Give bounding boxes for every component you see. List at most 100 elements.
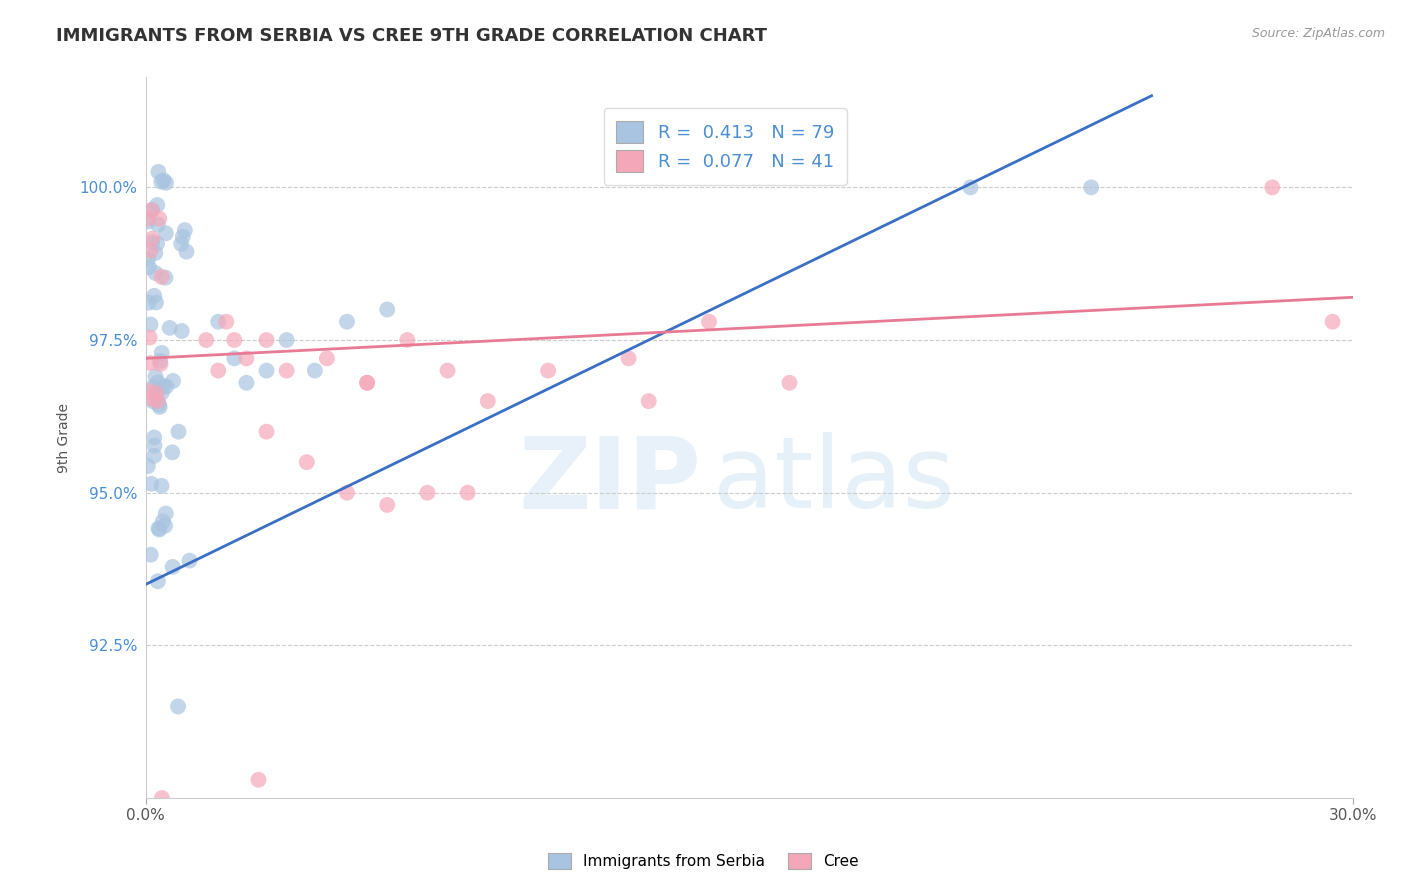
Point — [141, 476, 163, 491]
Point — [143, 246, 166, 260]
Point — [142, 392, 165, 407]
Point — [173, 223, 195, 237]
Point — [146, 236, 169, 251]
Legend: Immigrants from Serbia, Cree: Immigrants from Serbia, Cree — [541, 847, 865, 875]
Point — [697, 315, 720, 329]
Point — [356, 376, 378, 390]
Point — [167, 699, 190, 714]
Point — [145, 295, 167, 310]
Point — [477, 394, 499, 409]
Point — [315, 351, 337, 366]
Point — [617, 351, 640, 366]
Point — [143, 289, 166, 303]
Point — [176, 244, 198, 259]
Point — [143, 430, 166, 444]
Point — [141, 202, 163, 217]
Legend: R =  0.413   N = 79, R =  0.077   N = 41: R = 0.413 N = 79, R = 0.077 N = 41 — [603, 108, 846, 185]
Point — [148, 165, 170, 179]
Point — [153, 518, 176, 533]
Point — [136, 252, 159, 267]
Point — [152, 379, 174, 393]
Point — [637, 394, 659, 409]
Point — [149, 357, 172, 371]
Point — [149, 400, 172, 414]
Point — [224, 351, 246, 366]
Point — [247, 772, 270, 787]
Point — [152, 173, 174, 187]
Point — [235, 351, 257, 366]
Text: Source: ZipAtlas.com: Source: ZipAtlas.com — [1251, 27, 1385, 40]
Point — [1261, 180, 1284, 194]
Point — [195, 333, 218, 347]
Point — [537, 363, 560, 377]
Point — [146, 376, 169, 390]
Point — [142, 394, 165, 409]
Text: atlas: atlas — [713, 433, 955, 530]
Text: ZIP: ZIP — [519, 433, 702, 530]
Point — [207, 315, 229, 329]
Point — [136, 214, 159, 228]
Point — [150, 175, 173, 189]
Point — [336, 485, 359, 500]
Point — [150, 479, 173, 493]
Point — [141, 203, 163, 218]
Point — [155, 176, 177, 190]
Point — [150, 385, 173, 400]
Point — [138, 330, 160, 344]
Y-axis label: 9th Grade: 9th Grade — [58, 403, 72, 473]
Point — [155, 379, 177, 393]
Point — [148, 521, 170, 535]
Point — [207, 363, 229, 377]
Text: IMMIGRANTS FROM SERBIA VS CREE 9TH GRADE CORRELATION CHART: IMMIGRANTS FROM SERBIA VS CREE 9TH GRADE… — [56, 27, 768, 45]
Point — [136, 211, 159, 226]
Point — [256, 333, 278, 347]
Point — [139, 356, 162, 370]
Point — [146, 394, 169, 409]
Point — [295, 455, 318, 469]
Point — [959, 180, 981, 194]
Point — [145, 386, 167, 401]
Point — [276, 363, 298, 377]
Point — [146, 218, 169, 232]
Point — [152, 515, 174, 529]
Point — [136, 459, 159, 474]
Point — [416, 485, 439, 500]
Point — [149, 354, 172, 368]
Point — [1080, 180, 1102, 194]
Point — [145, 369, 167, 384]
Point — [148, 398, 170, 412]
Point — [170, 236, 193, 251]
Point — [150, 346, 173, 360]
Point — [779, 376, 801, 390]
Point — [256, 425, 278, 439]
Point — [139, 548, 162, 562]
Point — [1322, 315, 1344, 329]
Point — [457, 485, 479, 500]
Point — [141, 231, 163, 245]
Point — [159, 321, 181, 335]
Point — [162, 560, 184, 574]
Point — [155, 270, 177, 285]
Point — [375, 302, 398, 317]
Point — [146, 198, 169, 212]
Point — [224, 333, 246, 347]
Point — [356, 376, 378, 390]
Point — [375, 498, 398, 512]
Point — [139, 318, 162, 332]
Point — [256, 363, 278, 377]
Point — [172, 230, 194, 244]
Point — [138, 260, 160, 275]
Point — [141, 380, 163, 394]
Point — [336, 315, 359, 329]
Point — [138, 384, 160, 398]
Point — [170, 324, 193, 338]
Point — [155, 507, 177, 521]
Point — [150, 791, 173, 805]
Point — [396, 333, 419, 347]
Point — [304, 363, 326, 377]
Point — [143, 449, 166, 463]
Point — [148, 211, 170, 226]
Point — [167, 425, 190, 439]
Point — [162, 374, 184, 388]
Point — [150, 269, 173, 284]
